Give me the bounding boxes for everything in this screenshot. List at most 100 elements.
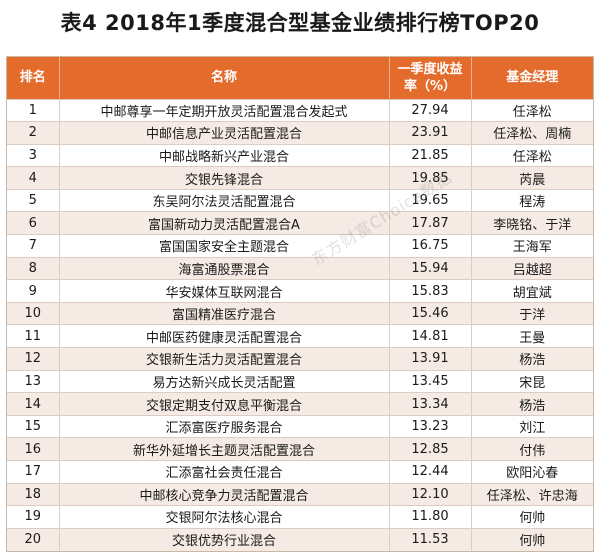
cell-fund-name: 中邮尊享一年定期开放灵活配置混合发起式 (59, 98, 390, 122)
cell-rank: 15 (7, 414, 60, 438)
cell-fund-name: 汇添富医疗服务混合 (59, 414, 390, 438)
cell-manager: 芮晨 (471, 166, 593, 190)
header-row: 排名 名称 一季度收益 率（%） 基金经理 (7, 57, 593, 99)
cell-return: 12.44 (389, 460, 472, 484)
table-row: 4 交银先锋混合 19.85 芮晨 (7, 166, 593, 190)
ranking-table-container: 排名 名称 一季度收益 率（%） 基金经理 1 中邮尊享一年定期开放灵活配置混合发… (6, 56, 594, 552)
cell-return: 12.10 (389, 482, 472, 506)
cell-manager: 刘江 (471, 414, 593, 438)
header-return-line2: 率（%） (403, 78, 457, 94)
table-row: 9 华安媒体互联网混合 15.83 胡宜斌 (7, 279, 593, 303)
cell-fund-name: 交银定期支付双息平衡混合 (59, 392, 390, 416)
cell-return: 16.75 (389, 234, 472, 258)
cell-rank: 18 (7, 482, 60, 506)
header-manager: 基金经理 (506, 70, 559, 86)
cell-return: 13.91 (389, 347, 472, 371)
table-row: 15 汇添富医疗服务混合 13.23 刘江 (7, 414, 593, 438)
table-row: 12 交银新生活力灵活配置混合 13.91 杨浩 (7, 347, 593, 371)
cell-rank: 14 (7, 392, 60, 416)
table-row: 17 汇添富社会责任混合 12.44 欧阳沁春 (7, 460, 593, 484)
cell-fund-name: 新华外延增长主题灵活配置混合 (59, 437, 390, 461)
cell-fund-name: 东吴阿尔法灵活配置混合 (59, 188, 390, 212)
table-header: 排名 名称 一季度收益 率（%） 基金经理 (7, 57, 593, 99)
cell-rank: 2 (7, 121, 60, 145)
cell-fund-name: 交银优势行业混合 (59, 527, 390, 551)
cell-rank: 12 (7, 347, 60, 371)
cell-rank: 20 (7, 527, 60, 551)
cell-rank: 19 (7, 505, 60, 529)
header-name: 名称 (59, 57, 390, 99)
table-row: 10 富国精准医疗混合 15.46 于洋 (7, 301, 593, 325)
cell-manager: 任泽松、周楠 (471, 121, 593, 145)
cell-fund-name: 交银新生活力灵活配置混合 (59, 347, 390, 371)
cell-rank: 13 (7, 369, 60, 393)
header-return-line1: 一季度收益 (397, 61, 463, 77)
cell-rank: 3 (7, 143, 60, 167)
table-body: 1 中邮尊享一年定期开放灵活配置混合发起式 27.94 任泽松 2 中邮信息产业灵活配置混… (7, 98, 593, 551)
cell-fund-name: 富国新动力灵活配置混合A (59, 211, 390, 235)
cell-fund-name: 中邮信息产业灵活配置混合 (59, 121, 390, 145)
table-row: 11 中邮医药健康灵活配置混合 14.81 王曼 (7, 324, 593, 348)
cell-manager: 胡宜斌 (471, 279, 593, 303)
cell-fund-name: 中邮战略新兴产业混合 (59, 143, 390, 167)
cell-rank: 7 (7, 234, 60, 258)
table-row: 8 海富通股票混合 15.94 吕越超 (7, 256, 593, 280)
cell-rank: 8 (7, 256, 60, 280)
cell-rank: 9 (7, 279, 60, 303)
cell-return: 21.85 (389, 143, 472, 167)
header-rank: 排名 (7, 57, 60, 99)
cell-manager: 任泽松 (471, 143, 593, 167)
cell-return: 19.85 (389, 166, 472, 190)
cell-fund-name: 中邮医药健康灵活配置混合 (59, 324, 390, 348)
cell-fund-name: 交银先锋混合 (59, 166, 390, 190)
cell-rank: 10 (7, 301, 60, 325)
cell-return: 19.65 (389, 188, 472, 212)
cell-manager: 宋昆 (471, 369, 593, 393)
cell-manager: 任泽松 (471, 98, 593, 122)
cell-return: 23.91 (389, 121, 472, 145)
cell-fund-name: 海富通股票混合 (59, 256, 390, 280)
table-title: 表4 2018年1季度混合型基金业绩排行榜TOP20 (60, 11, 540, 35)
cell-return: 14.81 (389, 324, 472, 348)
cell-return: 13.45 (389, 369, 472, 393)
cell-manager: 于洋 (471, 301, 593, 325)
cell-manager: 付伟 (471, 437, 593, 461)
cell-manager: 王海军 (471, 234, 593, 258)
cell-manager: 任泽松、许忠海 (471, 482, 593, 506)
cell-return: 11.80 (389, 505, 472, 529)
cell-return: 13.34 (389, 392, 472, 416)
table-row: 13 易方达新兴成长灵活配置 13.45 宋昆 (7, 369, 593, 393)
cell-return: 11.53 (389, 527, 472, 551)
cell-manager: 杨浩 (471, 392, 593, 416)
cell-rank: 16 (7, 437, 60, 461)
cell-manager: 欧阳沁春 (471, 460, 593, 484)
cell-manager: 何帅 (471, 505, 593, 529)
cell-return: 15.94 (389, 256, 472, 280)
cell-return: 27.94 (389, 98, 472, 122)
cell-manager: 吕越超 (471, 256, 593, 280)
fund-ranking-table: 排名 名称 一季度收益 率（%） 基金经理 1 中邮尊享一年定期开放灵活配置混合发… (7, 57, 593, 551)
cell-rank: 4 (7, 166, 60, 190)
table-row: 18 中邮核心竞争力灵活配置混合 12.10 任泽松、许忠海 (7, 482, 593, 506)
table-row: 2 中邮信息产业灵活配置混合 23.91 任泽松、周楠 (7, 121, 593, 145)
cell-fund-name: 富国国家安全主题混合 (59, 234, 390, 258)
cell-rank: 5 (7, 188, 60, 212)
table-row: 16 新华外延增长主题灵活配置混合 12.85 付伟 (7, 437, 593, 461)
cell-fund-name: 汇添富社会责任混合 (59, 460, 390, 484)
cell-manager: 李晓铭、于洋 (471, 211, 593, 235)
cell-manager: 何帅 (471, 527, 593, 551)
table-row: 1 中邮尊享一年定期开放灵活配置混合发起式 27.94 任泽松 (7, 98, 593, 122)
cell-fund-name: 交银阿尔法核心混合 (59, 505, 390, 529)
table-row: 3 中邮战略新兴产业混合 21.85 任泽松 (7, 143, 593, 167)
cell-rank: 11 (7, 324, 60, 348)
table-row: 14 交银定期支付双息平衡混合 13.34 杨浩 (7, 392, 593, 416)
cell-return: 13.23 (389, 414, 472, 438)
header-return: 一季度收益 率（%） (389, 57, 472, 99)
table-row: 20 交银优势行业混合 11.53 何帅 (7, 527, 593, 551)
cell-return: 15.83 (389, 279, 472, 303)
cell-return: 15.46 (389, 301, 472, 325)
table-row: 7 富国国家安全主题混合 16.75 王海军 (7, 234, 593, 258)
cell-rank: 1 (7, 98, 60, 122)
cell-fund-name: 富国精准医疗混合 (59, 301, 390, 325)
cell-fund-name: 中邮核心竞争力灵活配置混合 (59, 482, 390, 506)
